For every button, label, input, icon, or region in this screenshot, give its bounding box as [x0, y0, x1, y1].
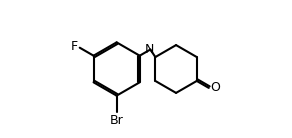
Text: Br: Br	[110, 114, 124, 127]
Text: O: O	[211, 81, 220, 94]
Text: F: F	[71, 40, 78, 53]
Text: N: N	[145, 43, 154, 56]
